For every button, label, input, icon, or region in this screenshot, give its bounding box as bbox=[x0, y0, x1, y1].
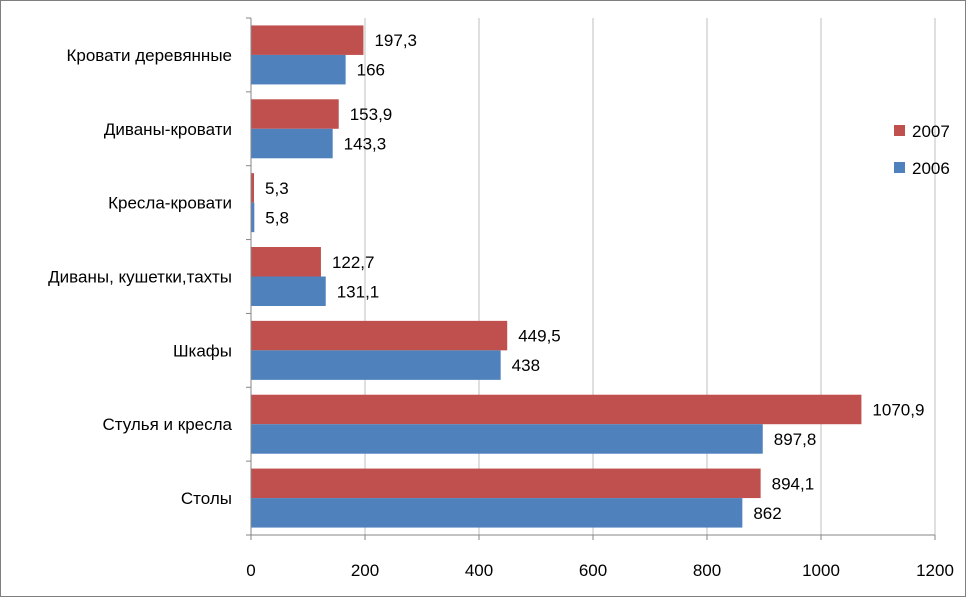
bar-2007 bbox=[251, 320, 508, 351]
data-labels: 197,3 166 153,9 143,3 5,3 5,8 122,7 131,1 449,5 4… bbox=[265, 31, 924, 523]
bar-2007 bbox=[251, 394, 862, 425]
legend-label-2007: 2007 bbox=[912, 122, 950, 141]
category-label: Стулья и кресла bbox=[102, 415, 232, 434]
data-label-2007: 449,5 bbox=[518, 327, 561, 346]
x-tick-label: 800 bbox=[693, 561, 721, 580]
data-label-2007: 1070,9 bbox=[872, 400, 924, 419]
data-label-2006: 438 bbox=[512, 356, 540, 375]
bar-2006 bbox=[251, 202, 255, 233]
x-tick-label: 0 bbox=[246, 561, 255, 580]
bar-2006 bbox=[251, 424, 763, 454]
category-label: Шкафы bbox=[173, 341, 232, 360]
bars bbox=[251, 25, 862, 528]
bar-2007 bbox=[251, 173, 255, 203]
category-label: Столы bbox=[181, 489, 232, 508]
data-label-2006: 131,1 bbox=[337, 282, 380, 301]
data-label-2007: 153,9 bbox=[350, 105, 393, 124]
bar-2007 bbox=[251, 247, 321, 277]
data-label-2006: 862 bbox=[753, 504, 781, 523]
axes: 0 200 400 600 800 1000 1200 Кровати деревянные Д… bbox=[48, 17, 954, 580]
category-label: Диваны, кушетки,тахты bbox=[48, 268, 232, 287]
bar-2006 bbox=[251, 350, 501, 380]
bar-2006 bbox=[251, 54, 346, 85]
legend: 2007 2006 bbox=[894, 122, 950, 178]
data-label-2006: 5,8 bbox=[265, 208, 289, 227]
data-label-2007: 5,3 bbox=[265, 179, 289, 198]
category-label: Кресла-кровати bbox=[108, 194, 232, 213]
bar-2006 bbox=[251, 498, 743, 528]
data-label-2007: 894,1 bbox=[772, 474, 815, 493]
category-label: Кровати деревянные bbox=[66, 46, 232, 65]
data-label-2006: 143,3 bbox=[344, 135, 387, 154]
x-tick-label: 1000 bbox=[802, 561, 840, 580]
bar-2007 bbox=[251, 25, 364, 55]
bar-2006 bbox=[251, 276, 326, 306]
data-label-2006: 897,8 bbox=[774, 430, 817, 449]
x-tick-label: 200 bbox=[351, 561, 379, 580]
data-label-2007: 197,3 bbox=[374, 31, 417, 50]
bar-2007 bbox=[251, 99, 339, 129]
bar-2006 bbox=[251, 128, 333, 159]
legend-swatch-2006 bbox=[894, 162, 905, 173]
legend-swatch-2007 bbox=[894, 125, 905, 136]
data-label-2007: 122,7 bbox=[332, 253, 375, 272]
x-tick-label: 600 bbox=[579, 561, 607, 580]
bar-2007 bbox=[251, 468, 761, 499]
x-tick-label: 1200 bbox=[916, 561, 954, 580]
x-tick-label: 400 bbox=[465, 561, 493, 580]
category-label: Диваны-кровати bbox=[104, 120, 232, 139]
data-label-2006: 166 bbox=[357, 61, 385, 80]
legend-label-2006: 2006 bbox=[912, 159, 950, 178]
